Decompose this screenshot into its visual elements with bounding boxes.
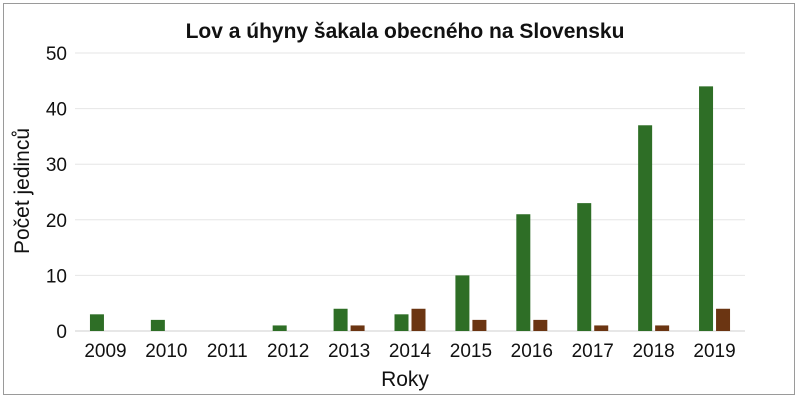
x-tick-label: 2016 <box>511 341 553 362</box>
bar-2013-series-2 <box>350 325 365 331</box>
bar-2014-series-1 <box>394 314 409 331</box>
bar-2010-series-1 <box>150 319 165 331</box>
bar-2015-series-1 <box>455 275 470 331</box>
bar-2017-series-2 <box>594 325 609 331</box>
x-tick-label: 2013 <box>328 341 370 362</box>
bar-2019-series-2 <box>716 308 731 331</box>
bars <box>89 86 731 331</box>
bar-2015-series-2 <box>472 319 487 331</box>
y-tick-label: 10 <box>46 266 67 287</box>
bar-2018-series-2 <box>655 325 670 331</box>
x-tick-label: 2018 <box>632 341 674 362</box>
bar-2014-series-2 <box>411 308 426 331</box>
y-tick-label: 0 <box>56 322 67 343</box>
y-axis-ticks: 0 10 20 30 40 50 <box>46 44 67 343</box>
y-axis-label: Počet jedinců <box>11 128 34 254</box>
x-tick-label: 2012 <box>267 341 309 362</box>
bar-2018-series-1 <box>638 125 653 331</box>
y-tick-label: 30 <box>46 155 67 176</box>
grid-lines <box>75 52 745 332</box>
y-tick-label: 40 <box>46 100 67 121</box>
x-tick-label: 2015 <box>450 341 492 362</box>
bar-2013-series-1 <box>333 308 348 331</box>
y-tick-label: 20 <box>46 211 67 232</box>
bar-2017-series-1 <box>577 203 592 331</box>
x-tick-label: 2010 <box>145 341 187 362</box>
x-tick-label: 2011 <box>207 341 248 362</box>
x-tick-label: 2014 <box>389 341 432 362</box>
x-tick-label: 2019 <box>693 341 735 362</box>
bar-2019-series-1 <box>699 86 714 331</box>
x-axis-label: Roky <box>381 368 429 391</box>
x-tick-label: 2017 <box>572 341 614 362</box>
x-tick-label: 2009 <box>84 341 126 362</box>
bar-2016-series-1 <box>516 214 531 331</box>
y-tick-label: 50 <box>46 44 67 65</box>
chart-title: Lov a úhyny šakala obecného na Slovensku <box>186 20 625 43</box>
bar-2012-series-1 <box>272 325 287 331</box>
bar-2009-series-1 <box>89 314 104 331</box>
bar-2016-series-2 <box>533 319 548 331</box>
x-axis-ticks: 2009 2010 2011 2012 2013 2014 2015 2016 2017 2018… <box>84 341 735 362</box>
